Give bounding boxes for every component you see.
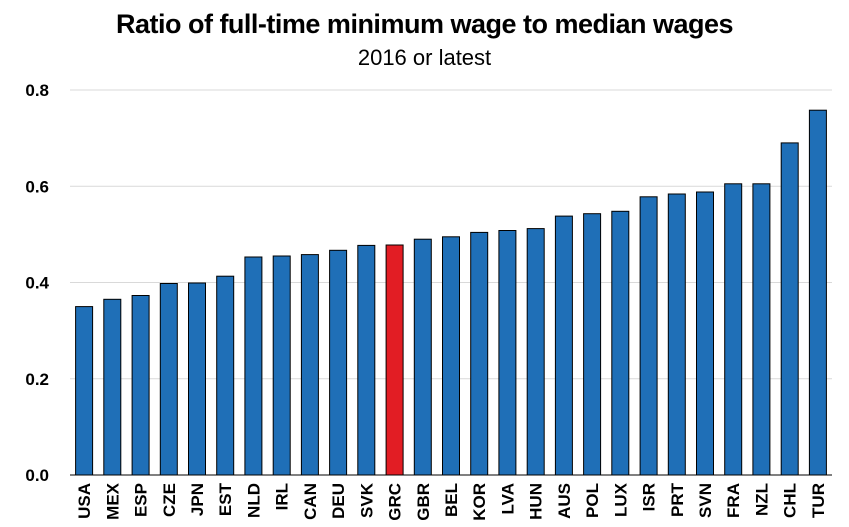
x-tick-label: PRT [668, 482, 687, 517]
bar-pol [583, 213, 602, 476]
x-tick-label: IRL [273, 483, 292, 510]
bar-chl [780, 142, 799, 476]
bar-hun [526, 228, 545, 476]
x-tick-label: GRC [386, 483, 405, 521]
x-tick-label: FRA [724, 483, 743, 518]
y-tick-label: 0.8 [25, 81, 49, 100]
bar-nzl [752, 183, 771, 476]
x-tick-label: ESP [132, 483, 151, 517]
x-tick-label: NZL [752, 483, 771, 516]
bar-lva [498, 230, 517, 476]
bar-nld [244, 256, 263, 476]
bar-svk [357, 244, 376, 476]
x-tick-label: NLD [244, 483, 263, 518]
x-tick-label: CHL [781, 483, 800, 518]
bar-est [216, 275, 235, 476]
bar-mex [103, 298, 122, 476]
bars [75, 109, 827, 476]
x-tick-label: HUN [527, 483, 546, 520]
x-tick-label: CZE [160, 483, 179, 517]
x-tick-label: LUX [611, 482, 630, 517]
bar-svn [696, 191, 714, 476]
x-tick-label: SVK [357, 482, 376, 518]
x-tick-label: BEL [442, 483, 461, 517]
bar-fra [724, 183, 743, 476]
y-tick-label: 0.2 [25, 370, 49, 389]
x-tick-label: TUR [809, 483, 828, 518]
x-tick-label: AUS [555, 483, 574, 519]
x-tick-label: POL [583, 483, 602, 518]
bar-deu [329, 249, 348, 476]
bar-usa [75, 306, 94, 476]
y-axis-ticks: 0.0 0.2 0.4 0.6 0.8 [25, 81, 49, 485]
x-tick-label: SVN [696, 483, 715, 518]
chart-subtitle: 2016 or latest [357, 45, 492, 70]
x-tick-label: EST [216, 482, 235, 516]
bar-jpn [188, 282, 206, 476]
bar-isr [639, 196, 658, 476]
bar-gbr [413, 238, 432, 476]
bar-esp [131, 295, 150, 476]
y-tick-label: 0.0 [25, 466, 49, 485]
x-tick-label: GBR [414, 483, 433, 521]
bar-irl [272, 255, 291, 476]
bar-grc [385, 244, 404, 476]
bar-bel [442, 236, 460, 476]
bar-prt [667, 193, 686, 476]
chart-title: Ratio of full-time minimum wage to media… [115, 9, 734, 39]
bar-tur [808, 109, 827, 476]
y-tick-label: 0.6 [25, 177, 49, 196]
bar-kor [470, 231, 489, 476]
bar-lux [611, 210, 630, 476]
x-axis-ticks: USA MEX ESP CZE JPN EST NLD IRL CAN DEU SVK GRC GBR B… [75, 482, 828, 520]
bar-can [300, 254, 319, 476]
x-tick-label: USA [75, 483, 94, 519]
x-tick-label: CAN [301, 483, 320, 520]
x-tick-label: JPN [188, 483, 207, 516]
y-tick-label: 0.4 [25, 274, 49, 293]
x-tick-label: LVA [498, 483, 517, 514]
x-tick-label: ISR [640, 483, 659, 511]
x-tick-label: MEX [103, 482, 122, 520]
x-tick-label: DEU [329, 483, 348, 519]
bar-aus [554, 215, 573, 476]
x-tick-label: KOR [470, 483, 489, 521]
bar-cze [159, 283, 178, 476]
